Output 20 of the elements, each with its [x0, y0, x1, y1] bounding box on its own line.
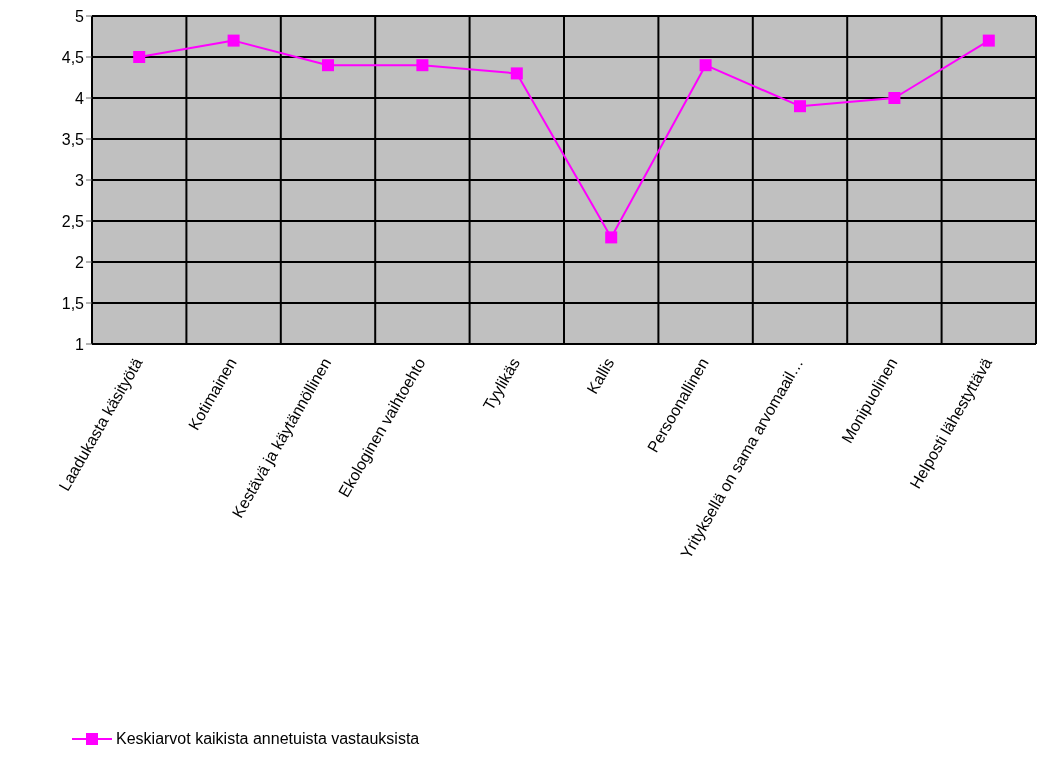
y-tick-label: 3 [75, 171, 85, 189]
point [133, 51, 146, 63]
point [322, 59, 334, 72]
point [416, 59, 429, 72]
point [794, 100, 806, 113]
point [982, 34, 995, 47]
point [699, 59, 712, 72]
y-tick-label: 4,5 [61, 48, 85, 66]
y-tick-label: 2 [75, 253, 85, 271]
y-tick-label: 3,5 [61, 130, 85, 148]
point [888, 92, 901, 104]
point [510, 67, 523, 80]
y-tick-label: 1,5 [61, 294, 85, 312]
y-tick-label: 4 [75, 89, 85, 107]
point [605, 231, 618, 244]
point [227, 34, 240, 47]
y-tick-label: 1 [75, 335, 85, 353]
legend-label: Keskiarvot kaikista annetuista vastauksista [116, 730, 420, 748]
y-tick-label: 5 [75, 7, 85, 25]
y-tick-label: 2,5 [61, 212, 85, 230]
